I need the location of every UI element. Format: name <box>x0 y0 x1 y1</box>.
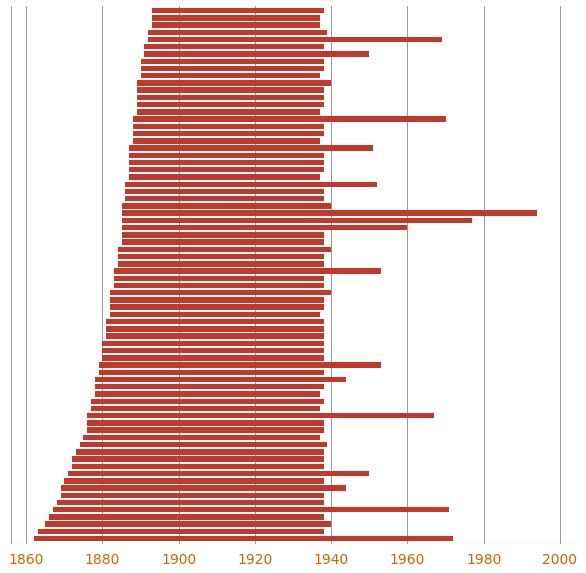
Bar <box>125 182 377 187</box>
Bar <box>152 15 320 21</box>
Bar <box>53 507 449 512</box>
Bar <box>57 500 323 505</box>
Bar <box>68 471 369 476</box>
Bar <box>76 449 323 454</box>
Bar <box>98 362 381 368</box>
Bar <box>121 232 323 238</box>
Bar <box>87 413 434 418</box>
Bar <box>106 333 323 339</box>
Bar <box>110 297 323 303</box>
Bar <box>121 218 472 223</box>
Bar <box>148 37 442 42</box>
Bar <box>72 464 323 469</box>
Bar <box>144 52 369 57</box>
Bar <box>114 268 381 274</box>
Bar <box>103 348 323 354</box>
Bar <box>49 514 323 520</box>
Bar <box>129 167 323 172</box>
Bar <box>110 304 323 310</box>
Bar <box>60 493 323 498</box>
Bar <box>133 116 445 122</box>
Bar <box>106 319 323 324</box>
Bar <box>106 326 323 332</box>
Bar <box>144 44 323 49</box>
Bar <box>83 435 320 440</box>
Bar <box>118 254 323 259</box>
Bar <box>72 456 323 462</box>
Bar <box>121 210 537 216</box>
Bar <box>118 261 323 266</box>
Bar <box>137 95 323 100</box>
Bar <box>60 485 346 490</box>
Bar <box>118 246 331 252</box>
Bar <box>141 73 320 79</box>
Bar <box>87 420 323 426</box>
Bar <box>148 30 328 35</box>
Bar <box>121 240 323 245</box>
Bar <box>98 370 323 375</box>
Bar <box>114 283 323 288</box>
Bar <box>95 391 320 397</box>
Bar <box>125 189 323 194</box>
Bar <box>91 406 320 411</box>
Bar <box>129 152 323 158</box>
Bar <box>64 478 323 484</box>
Bar <box>95 384 323 390</box>
Bar <box>110 312 320 317</box>
Bar <box>91 398 323 404</box>
Bar <box>129 174 320 180</box>
Bar <box>103 340 323 346</box>
Bar <box>137 109 320 115</box>
Bar <box>125 196 323 201</box>
Bar <box>129 160 323 165</box>
Bar <box>121 203 331 209</box>
Bar <box>141 58 323 64</box>
Bar <box>152 8 323 13</box>
Bar <box>133 138 320 143</box>
Bar <box>152 22 320 28</box>
Bar <box>80 442 328 448</box>
Bar <box>103 355 323 360</box>
Bar <box>133 124 323 129</box>
Bar <box>141 66 323 71</box>
Bar <box>129 146 373 151</box>
Bar <box>38 529 323 534</box>
Bar <box>137 88 323 93</box>
Bar <box>87 427 323 433</box>
Bar <box>121 225 407 230</box>
Bar <box>95 377 346 382</box>
Bar <box>114 276 323 281</box>
Bar <box>110 290 331 296</box>
Bar <box>133 131 323 136</box>
Bar <box>137 102 323 107</box>
Bar <box>137 80 331 86</box>
Bar <box>34 536 453 541</box>
Bar <box>45 521 331 527</box>
